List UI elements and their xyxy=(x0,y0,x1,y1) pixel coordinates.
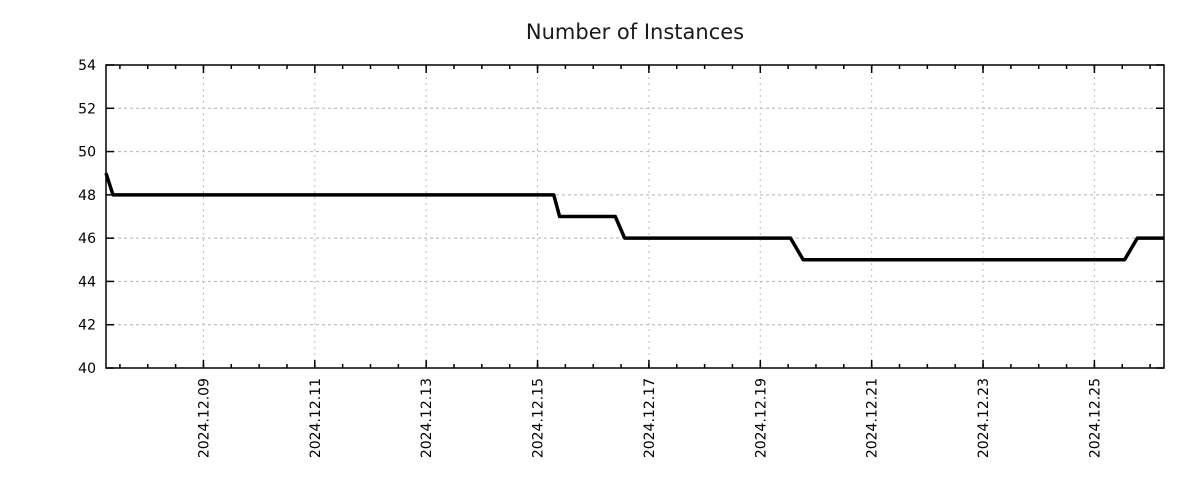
x-tick-labels: 2024.12.09 2024.12.11 2024.12.13 2024.12.15… xyxy=(196,378,1103,458)
plot-border xyxy=(105,64,1165,369)
x-tick-label: 2024.12.11 xyxy=(308,378,324,458)
x-tick-label: 2024.12.21 xyxy=(865,378,881,458)
y-tick-label: 52 xyxy=(78,101,96,117)
gridlines xyxy=(106,65,1164,368)
x-tick-label: 2024.12.13 xyxy=(419,378,435,458)
data-series xyxy=(104,172,1164,262)
chart-title: Number of Instances xyxy=(526,20,744,44)
axes xyxy=(105,64,1165,369)
x-tick-label: 2024.12.25 xyxy=(1087,378,1103,458)
y-tick-label: 44 xyxy=(78,274,96,290)
y-tick-label: 42 xyxy=(78,318,96,334)
x-tick-label: 2024.12.17 xyxy=(642,378,658,458)
x-tick-label: 2024.12.23 xyxy=(976,378,992,458)
y-tick-label: 50 xyxy=(78,145,96,161)
x-tick-label: 2024.12.19 xyxy=(753,378,769,458)
y-tick-labels: 40 42 44 46 48 50 52 54 xyxy=(78,58,96,377)
x-tick-label: 2024.12.15 xyxy=(531,378,547,458)
instances-series-line xyxy=(104,172,1164,262)
y-tick-label: 46 xyxy=(78,231,96,247)
x-tick-label: 2024.12.09 xyxy=(196,378,212,458)
y-tick-label: 48 xyxy=(78,188,96,204)
y-tick-label: 40 xyxy=(78,361,96,377)
y-tick-label: 54 xyxy=(78,58,96,74)
